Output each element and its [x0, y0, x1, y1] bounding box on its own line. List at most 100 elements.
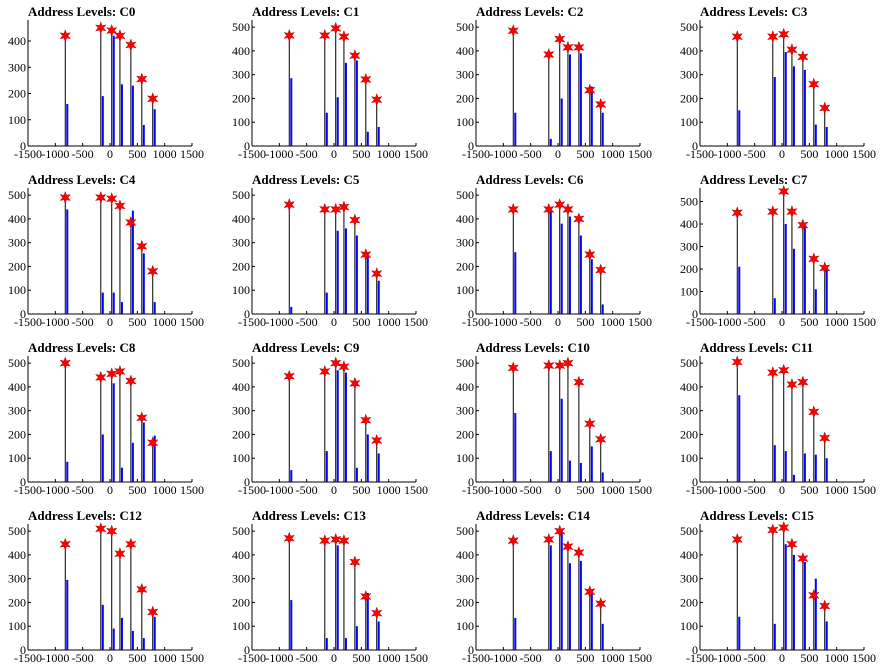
histogram-bar	[112, 35, 115, 146]
level-star-marker	[595, 432, 607, 446]
level-star-marker	[330, 21, 342, 35]
histogram-bar	[549, 209, 552, 314]
x-tick-label: 0	[107, 147, 113, 161]
x-tick-label: 500	[800, 147, 818, 161]
y-tick-label: 0	[468, 307, 474, 321]
histogram-bar	[579, 53, 582, 146]
level-star-marker	[562, 356, 574, 370]
y-tick-label: 400	[680, 548, 698, 562]
y-tick-label: 200	[456, 427, 474, 441]
y-tick-label: 400	[232, 548, 250, 562]
x-tick-label: 1000	[377, 147, 401, 161]
level-star-marker	[554, 524, 566, 538]
x-tick-label: 0	[779, 315, 785, 329]
histogram-bar	[120, 302, 123, 314]
x-tick-label: -500	[296, 483, 318, 497]
chart-panel-10: Address Levels: C10 0 100 200 300 400 500 -1500…	[456, 340, 652, 497]
level-star-marker	[338, 200, 350, 214]
x-tick-label: 1000	[153, 315, 177, 329]
level-star-marker	[819, 431, 831, 445]
chart-panel-11: Address Levels: C11 0 100 200 300 400 500 -1500…	[680, 340, 876, 497]
chart-panel-7: Address Levels: C70100200300400500-1500-…	[680, 172, 876, 329]
level-star-marker	[360, 589, 372, 604]
x-tick-label: -500	[744, 651, 766, 665]
histogram-bar	[131, 85, 134, 146]
x-tick-label: 1500	[628, 651, 652, 665]
y-tick-label: 0	[468, 643, 474, 657]
histogram-bar	[568, 54, 571, 147]
chart-title: Address Levels: C9	[252, 340, 360, 355]
level-star-marker	[147, 436, 159, 450]
histogram-bar	[153, 302, 156, 314]
x-tick-label: 1000	[153, 147, 177, 161]
y-tick-label: 200	[8, 87, 26, 101]
histogram-bar	[377, 453, 380, 482]
histogram-bar	[290, 78, 293, 146]
level-star-marker	[767, 30, 779, 44]
histogram-bar	[514, 413, 517, 482]
level-star-marker	[125, 215, 137, 230]
level-star-marker	[106, 192, 118, 206]
x-tick-label: 500	[352, 483, 370, 497]
histogram-bar	[366, 131, 369, 146]
histogram-bar	[825, 126, 828, 146]
y-tick-label: 300	[8, 404, 26, 418]
histogram-bar	[377, 126, 380, 146]
chart-panel-12: Address Levels: C12 0 100 200 300 400 500 -1500…	[8, 508, 204, 665]
level-star-marker	[360, 72, 372, 87]
x-tick-label: 500	[128, 651, 146, 665]
histogram-bar	[325, 638, 328, 650]
y-tick-label: 500	[232, 524, 250, 538]
x-tick-label: 1000	[825, 315, 849, 329]
y-tick-label: 0	[20, 643, 26, 657]
y-tick-label: 100	[680, 451, 698, 465]
x-tick-label: -1500	[238, 147, 266, 161]
histogram-bar	[290, 600, 293, 650]
x-tick-label: 1000	[825, 147, 849, 161]
x-tick-label: 500	[576, 483, 594, 497]
level-star-marker	[136, 411, 148, 425]
level-star-marker	[95, 370, 107, 385]
y-tick-label: 300	[232, 236, 250, 250]
level-star-marker	[95, 190, 107, 205]
level-star-marker	[125, 537, 137, 551]
level-star-marker	[283, 369, 295, 383]
x-tick-label: -1000	[489, 483, 517, 497]
y-tick-label: 400	[456, 44, 474, 58]
x-tick-label: 500	[576, 315, 594, 329]
y-tick-label: 200	[232, 595, 250, 609]
x-tick-label: -1500	[462, 483, 490, 497]
histogram-bar	[590, 259, 593, 314]
histogram-bar	[290, 306, 293, 314]
histogram-bar	[601, 623, 604, 650]
x-tick-label: -500	[296, 651, 318, 665]
x-tick-label: 1000	[601, 315, 625, 329]
x-tick-label: 0	[331, 147, 337, 161]
y-tick-label: 0	[244, 307, 250, 321]
chart-panel-3: Address Levels: C30100200300400500-1500-…	[680, 4, 876, 161]
histogram-bar	[549, 451, 552, 482]
y-tick-label: 400	[8, 212, 26, 226]
x-tick-label: -500	[744, 147, 766, 161]
histogram-bar	[366, 434, 369, 482]
level-star-marker	[767, 366, 779, 380]
x-tick-label: -1500	[238, 483, 266, 497]
x-tick-label: -1500	[462, 651, 490, 665]
histogram-bar	[153, 616, 156, 650]
y-tick-label: 500	[456, 188, 474, 202]
y-tick-label: 200	[680, 595, 698, 609]
y-tick-label: 100	[456, 451, 474, 465]
x-tick-label: -1000	[41, 147, 69, 161]
x-tick-label: 500	[800, 315, 818, 329]
level-star-marker	[562, 539, 574, 554]
level-star-marker	[283, 531, 295, 545]
y-tick-label: 0	[692, 475, 698, 489]
y-tick-label: 300	[680, 404, 698, 418]
x-tick-label: -1500	[14, 315, 42, 329]
histogram-bar	[66, 209, 69, 314]
x-tick-label: -500	[296, 147, 318, 161]
x-tick-label: 0	[779, 147, 785, 161]
level-star-marker	[808, 77, 820, 91]
x-tick-label: -500	[744, 315, 766, 329]
